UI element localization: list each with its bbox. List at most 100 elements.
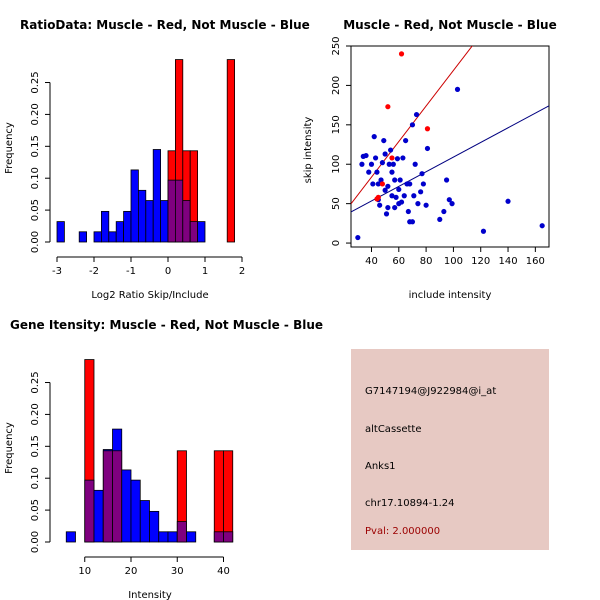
y-tick-label: 50 xyxy=(331,197,342,210)
y-tick-label: 250 xyxy=(331,36,342,55)
scatter-point xyxy=(409,122,416,128)
scatter-point xyxy=(437,216,443,223)
x-tick-label: 40 xyxy=(217,566,230,577)
scatter-point xyxy=(449,201,455,207)
scatter-point xyxy=(374,196,380,202)
ratio-histogram-ylabel: Frequency xyxy=(4,122,15,174)
scatter-title: Muscle - Red, Not Muscle - Blue xyxy=(343,18,557,32)
hist-bar-top xyxy=(101,210,110,243)
x-tick-label: 2 xyxy=(239,266,245,277)
y-tick-label: 0.25 xyxy=(30,71,41,93)
y-tick-label: 0.05 xyxy=(30,499,41,521)
hist-bar-top xyxy=(186,531,197,543)
hist-bar-top xyxy=(130,479,141,543)
scatter-point xyxy=(441,208,447,215)
scatter-point xyxy=(389,193,395,199)
scatter-point xyxy=(411,193,417,199)
hist-bar-top xyxy=(223,450,234,543)
scatter-point xyxy=(381,137,387,144)
ratio-histogram-xlabel: Log2 Ratio Skip/Include xyxy=(91,290,208,301)
scatter-point xyxy=(413,111,420,118)
fit-line xyxy=(351,105,549,213)
scatter-point xyxy=(368,161,375,167)
scatter-point xyxy=(424,126,431,132)
scatter-point xyxy=(359,161,365,167)
y-tick-label: 0.25 xyxy=(30,371,41,393)
scatter-point xyxy=(420,181,426,187)
hist-bar-top xyxy=(121,469,132,543)
scatter-point xyxy=(370,181,376,187)
hist-bar-top xyxy=(149,510,160,543)
y-tick-label: 0.00 xyxy=(30,531,41,553)
x-tick-label: -3 xyxy=(52,266,62,277)
scatter-point xyxy=(396,186,402,193)
hist-bar-top xyxy=(65,531,76,543)
y-tick-label: 0.15 xyxy=(30,435,41,457)
hist-bar-overlap xyxy=(84,479,95,543)
x-tick-label: 30 xyxy=(171,566,184,577)
y-tick-label: 200 xyxy=(331,76,342,95)
hist-bar-overlap xyxy=(174,179,184,243)
intensity-histogram: Gene Itensity: Muscle - Red, Not Muscle … xyxy=(4,318,323,600)
scatter-point xyxy=(412,161,418,167)
hist-bar-top xyxy=(78,231,87,243)
scatter-point xyxy=(377,202,383,208)
p-value: Pval: 2.000000 xyxy=(365,526,441,537)
hist-bar-top xyxy=(115,221,124,243)
x-tick-label: 40 xyxy=(365,256,378,267)
scatter-point xyxy=(375,181,381,187)
hist-bar-top xyxy=(139,500,150,543)
scatter-point xyxy=(389,169,395,175)
y-tick-label: 0.00 xyxy=(30,231,41,253)
scatter-point xyxy=(454,86,461,92)
probe-id: G7147194@J922984@i_at xyxy=(365,386,497,397)
hist-bar-overlap xyxy=(182,200,191,243)
scatter-point xyxy=(392,177,398,183)
scatter-point xyxy=(393,194,399,200)
hist-bar-top xyxy=(123,210,132,243)
hist-bar-top xyxy=(158,531,169,543)
scatter-point xyxy=(407,181,413,187)
hist-bar-overlap xyxy=(176,521,187,543)
y-tick-label: 0 xyxy=(331,240,342,246)
scatter-point xyxy=(400,155,406,161)
scatter-point xyxy=(385,183,391,189)
scatter-point xyxy=(397,177,403,183)
scatter-point xyxy=(539,223,545,229)
x-tick-label: 10 xyxy=(78,566,91,577)
hist-bar-overlap xyxy=(213,531,224,543)
y-tick-label: 100 xyxy=(331,155,342,174)
probe-info-panel: G7147194@J922984@i_at altCassette Anks1 … xyxy=(351,349,549,550)
y-tick-label: 0.10 xyxy=(30,167,41,189)
scatter-point xyxy=(379,160,386,166)
scatter-plot-box xyxy=(350,45,550,248)
scatter-point xyxy=(398,51,405,57)
hist-bar-top xyxy=(197,221,206,243)
scatter-point xyxy=(371,134,377,140)
ratio-histogram: RatioData: Muscle - Red, Not Muscle - Bl… xyxy=(4,18,310,301)
scatter-point xyxy=(383,211,390,217)
hist-bar-top xyxy=(93,489,104,543)
y-tick-label: 0.15 xyxy=(30,135,41,157)
scatter-point xyxy=(415,201,421,207)
x-tick-label: 100 xyxy=(444,256,463,267)
scatter-point xyxy=(363,152,369,159)
scatter-xlabel: include intensity xyxy=(409,290,492,301)
hist-bar-overlap xyxy=(223,531,234,543)
ratio-histogram-title: RatioData: Muscle - Red, Not Muscle - Bl… xyxy=(20,18,310,32)
x-tick-label: -2 xyxy=(89,266,99,277)
intensity-histogram-ylabel: Frequency xyxy=(4,422,15,474)
x-tick-label: 60 xyxy=(392,256,405,267)
scatter-point xyxy=(418,189,424,195)
x-tick-label: 120 xyxy=(471,256,490,267)
scatter-point xyxy=(405,208,411,215)
hist-bar-overlap xyxy=(112,450,123,543)
scatter-point xyxy=(443,177,450,183)
scatter-point xyxy=(388,147,394,153)
scatter-point xyxy=(382,187,388,193)
y-tick-label: 150 xyxy=(331,115,342,134)
event-type: altCassette xyxy=(365,424,422,435)
scatter-point xyxy=(398,199,405,205)
hist-bar-top xyxy=(152,149,161,243)
